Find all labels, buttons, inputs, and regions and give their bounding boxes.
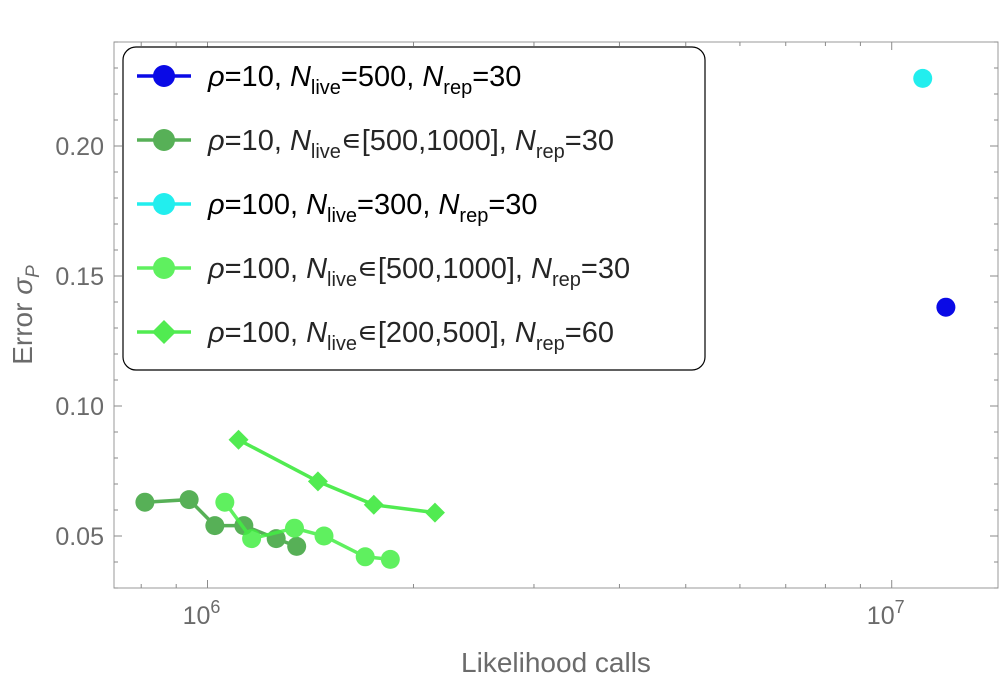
legend-label: ρ=10, Nlive∊[500,1000], Nrep=30 bbox=[207, 125, 614, 163]
y-tick-label: 0.05 bbox=[55, 523, 104, 551]
series-4 bbox=[215, 492, 400, 569]
data-point bbox=[215, 492, 235, 512]
data-point bbox=[284, 518, 304, 538]
data-point bbox=[153, 129, 175, 151]
legend-label: ρ=100, Nlive∊[200,500], Nrep=60 bbox=[207, 317, 614, 355]
ticks: 106 107 0.05 0.10 0.15 0.20 bbox=[55, 41, 998, 630]
data-point bbox=[314, 526, 334, 546]
data-point bbox=[242, 529, 262, 549]
y-tick-label: 0.15 bbox=[55, 263, 104, 291]
plot-frame bbox=[113, 41, 999, 589]
y-tick-label: 0.20 bbox=[55, 133, 104, 161]
data-point bbox=[228, 429, 249, 450]
legend-box bbox=[122, 46, 706, 371]
data-point bbox=[179, 490, 199, 510]
data-point bbox=[152, 320, 176, 344]
y-axis-label-sub: P bbox=[23, 265, 44, 278]
legend-label: ρ=10, Nlive=500, Nrep=30 bbox=[207, 61, 521, 99]
series-line bbox=[237, 438, 436, 515]
data-point bbox=[307, 471, 328, 492]
y-tick-label: 0.10 bbox=[55, 393, 104, 421]
x-tick-label: 107 bbox=[867, 597, 905, 630]
data-point bbox=[153, 257, 175, 279]
data-point bbox=[380, 549, 400, 569]
data-point bbox=[936, 297, 956, 317]
legend-label: ρ=100, Nlive∊[500,1000], Nrep=30 bbox=[207, 253, 630, 291]
data-point bbox=[135, 492, 155, 512]
data-point bbox=[153, 193, 175, 215]
legend-label: ρ=100, Nlive=300, Nrep=30 bbox=[207, 189, 538, 227]
y-axis-label: Error σP bbox=[7, 265, 44, 365]
data-point bbox=[355, 547, 375, 567]
y-axis-label-symbol: σ bbox=[7, 277, 38, 295]
data-point bbox=[287, 536, 307, 556]
legend-entry: ρ=100, Nlive=300, Nrep=30 bbox=[137, 189, 538, 227]
data-point bbox=[205, 516, 225, 536]
series-1 bbox=[936, 297, 956, 317]
data-point bbox=[913, 68, 933, 88]
x-tick-label: 106 bbox=[183, 597, 221, 630]
series-layer bbox=[135, 68, 956, 569]
y-axis-label-prefix: Error bbox=[7, 295, 38, 365]
x-axis-label: Likelihood calls bbox=[461, 647, 651, 678]
series-5 bbox=[228, 429, 445, 523]
data-point bbox=[363, 494, 384, 515]
legend: ρ=10, Nlive=500, Nrep=30 ρ=10, Nlive∊[500… bbox=[122, 46, 706, 371]
legend-entry: ρ=100, Nlive∊[500,1000], Nrep=30 bbox=[137, 253, 630, 291]
series-3 bbox=[913, 68, 933, 88]
data-point bbox=[153, 65, 175, 87]
legend-entry: ρ=10, Nlive=500, Nrep=30 bbox=[137, 61, 521, 99]
legend-entry: ρ=10, Nlive∊[500,1000], Nrep=30 bbox=[137, 125, 614, 163]
legend-entry: ρ=100, Nlive∊[200,500], Nrep=60 bbox=[137, 317, 614, 355]
data-point bbox=[424, 502, 445, 523]
